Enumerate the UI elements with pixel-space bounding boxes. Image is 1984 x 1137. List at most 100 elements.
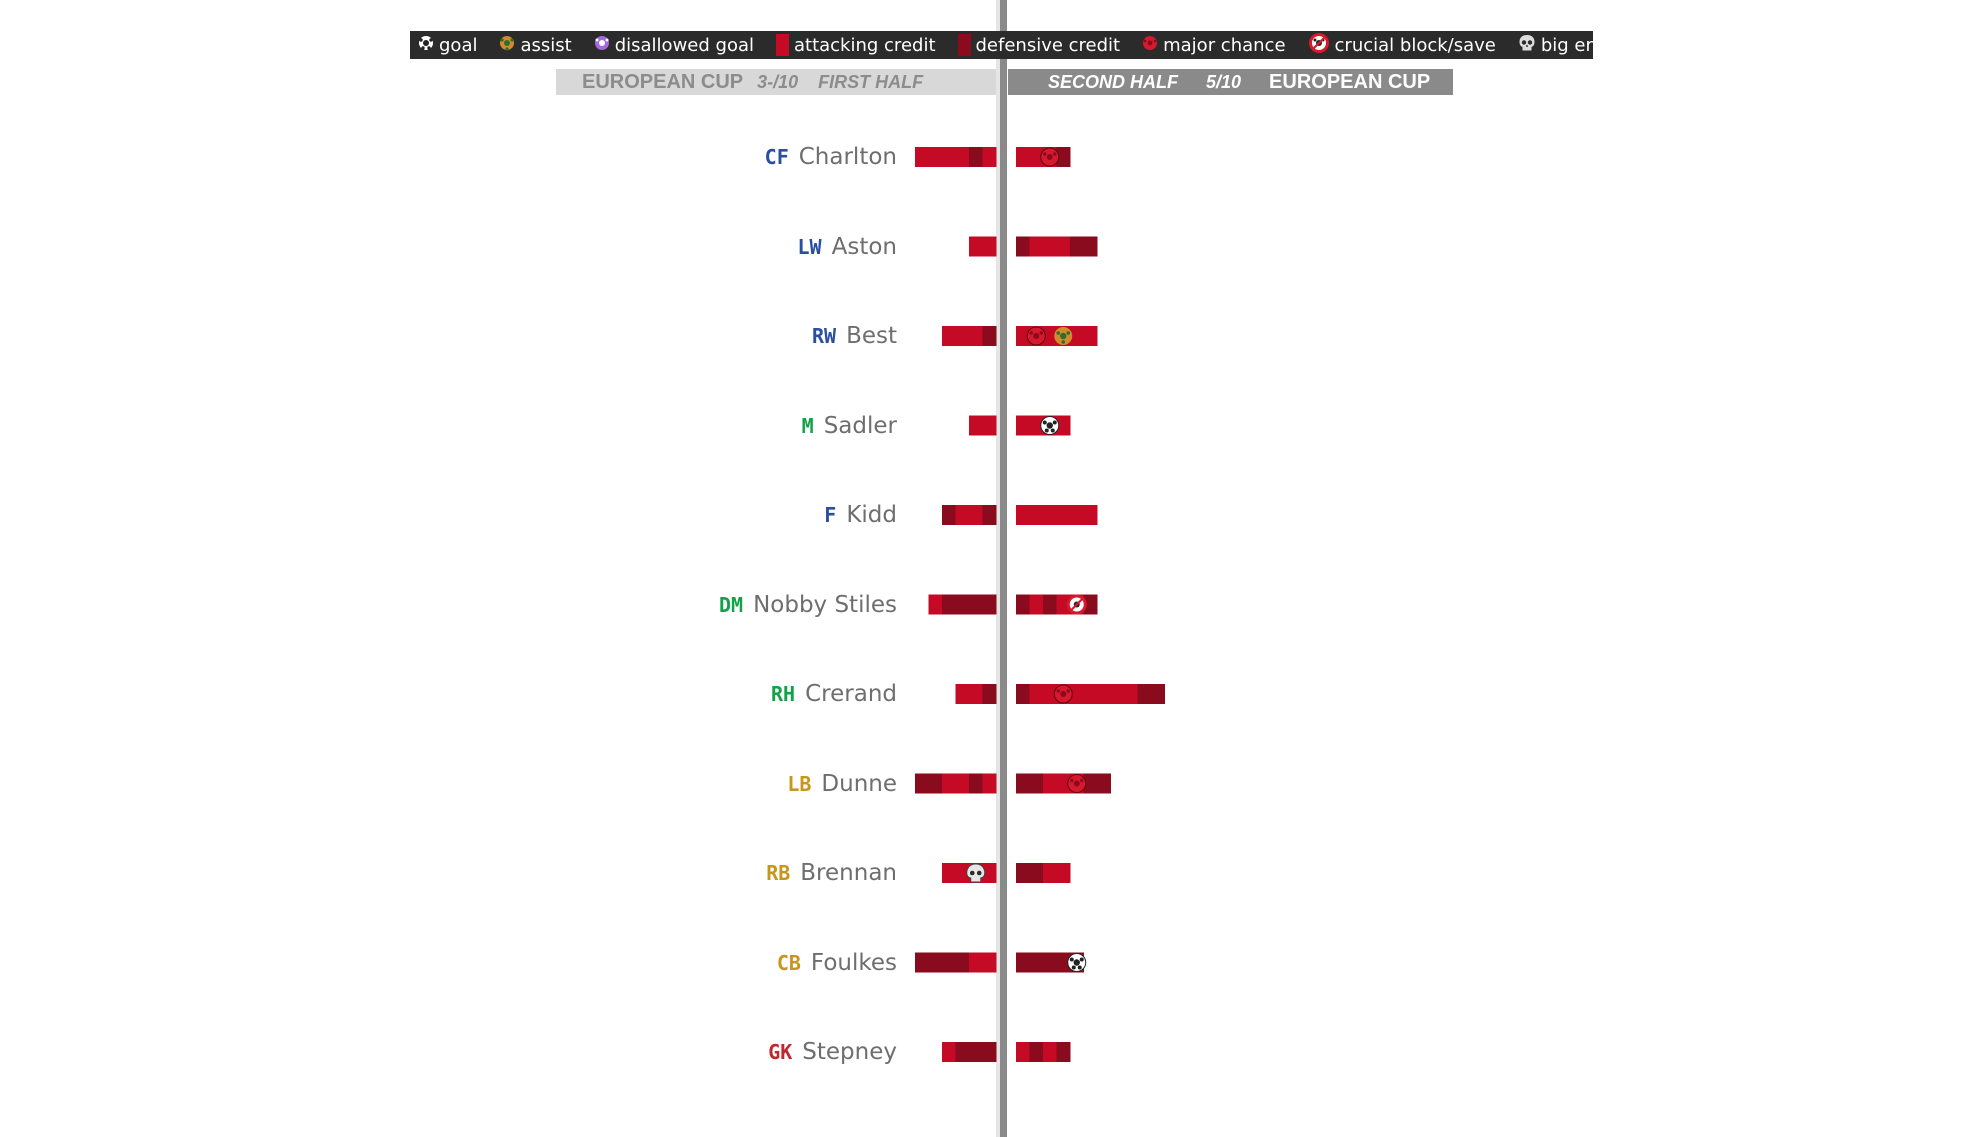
defensive-credit-segment xyxy=(1043,952,1057,973)
second-half-title: SECOND HALF xyxy=(1048,71,1178,92)
player-position: LW xyxy=(797,234,822,259)
first-half-bar-4 xyxy=(942,505,997,525)
player-position: CF xyxy=(764,145,789,169)
attacking-credit-segment xyxy=(1043,773,1057,794)
defensive-credit-segment xyxy=(1016,684,1030,704)
second-half-bar-9 xyxy=(1016,952,1087,973)
legend-goal-label: goal xyxy=(439,34,478,56)
player-label: RW Best xyxy=(812,321,897,351)
attacking-credit-segment xyxy=(1056,773,1071,794)
player-name: Best xyxy=(846,323,897,349)
legend-crucial-block-save: crucial block/save xyxy=(1308,32,1496,59)
defensive-credit-segment xyxy=(1056,147,1071,167)
player-label: CB Foulkes xyxy=(777,948,897,978)
disallowed-goal-icon xyxy=(594,35,610,56)
legend-major-chance: major chance xyxy=(1142,35,1286,56)
player-position: RB xyxy=(766,861,791,885)
attacking-credit-segment xyxy=(1056,594,1071,615)
defensive-credit-swatch xyxy=(957,34,971,56)
defensive-credit-segment xyxy=(942,952,956,973)
second-half-bar-8 xyxy=(1016,863,1071,883)
player-position: LB xyxy=(787,771,812,796)
assist-icon xyxy=(499,35,515,56)
big-error-icon xyxy=(966,863,986,883)
first-half-bar-5 xyxy=(928,594,997,615)
attacking-credit-segment xyxy=(955,505,970,525)
second-half-bar-0 xyxy=(1016,147,1071,167)
player-name: Dunne xyxy=(821,770,897,797)
defensive-credit-segment xyxy=(928,773,943,794)
legend: goal assist disallowed goal attacking cr… xyxy=(410,31,1618,59)
player-position: DM xyxy=(718,592,744,617)
defensive-credit-segment xyxy=(969,773,983,794)
attacking-credit-segment xyxy=(1016,415,1030,436)
player-label: RH Crerand xyxy=(771,679,897,709)
attacking-credit-segment xyxy=(1043,684,1057,704)
defensive-credit-segment xyxy=(1016,773,1030,794)
second-half-bar-3 xyxy=(1016,415,1071,436)
defensive-credit-segment xyxy=(1029,863,1044,883)
attacking-credit-segment xyxy=(982,952,997,973)
attacking-credit-segment xyxy=(1043,1042,1057,1062)
legend-big-error-label: big error xyxy=(1540,34,1619,56)
defensive-credit-segment xyxy=(969,147,983,167)
attacking-credit-segment xyxy=(1056,863,1071,883)
attacking-credit-segment xyxy=(1043,326,1057,346)
second-half-bar-7 xyxy=(1016,773,1111,794)
defensive-credit-segment xyxy=(969,594,983,615)
first-half-bar-2 xyxy=(942,326,997,346)
first-half-rating: 3-/10 xyxy=(757,71,799,92)
first-half-bar-9 xyxy=(915,952,997,973)
defensive-credit-segment xyxy=(1056,952,1071,973)
attacking-credit-swatch xyxy=(775,34,789,56)
attacking-credit-segment xyxy=(969,236,983,257)
defensive-credit-segment xyxy=(1043,594,1057,615)
player-label: GK Stepney xyxy=(768,1037,897,1067)
player-position: RW xyxy=(811,324,837,348)
player-name: Crerand xyxy=(805,681,897,707)
player-label: RB Brennan xyxy=(766,858,897,888)
attacking-credit-segment xyxy=(928,594,943,615)
first-half-bar-0 xyxy=(915,147,997,167)
attacking-credit-segment xyxy=(1016,1042,1030,1062)
goal-icon xyxy=(1067,953,1087,972)
first-half-header: EUROPEAN CUP 3-/10 FIRST HALF xyxy=(556,69,996,95)
legend-attacking-credit: attacking credit xyxy=(775,34,936,56)
defensive-credit-segment xyxy=(982,684,997,704)
legend-defensive-credit: defensive credit xyxy=(957,34,1120,56)
legend-attacking-credit-label: attacking credit xyxy=(793,34,936,56)
major-chance-icon xyxy=(1067,774,1087,793)
first-half-competition: EUROPEAN CUP xyxy=(582,70,744,93)
defensive-credit-segment xyxy=(942,505,956,525)
attacking-credit-segment xyxy=(1016,505,1030,525)
player-name: Sadler xyxy=(823,412,897,439)
defensive-credit-segment xyxy=(915,773,929,794)
goal-icon xyxy=(418,35,434,56)
attacking-credit-segment xyxy=(1016,326,1030,346)
attacking-credit-segment xyxy=(955,326,970,346)
first-half-bar-10 xyxy=(942,1042,997,1062)
attacking-credit-segment xyxy=(982,863,997,883)
player-position: RH xyxy=(771,682,796,706)
attacking-credit-segment xyxy=(928,147,943,167)
crucial-block-save-icon xyxy=(1308,32,1330,59)
defensive-credit-segment xyxy=(1016,594,1030,615)
attacking-credit-segment xyxy=(1056,505,1071,525)
defensive-credit-segment xyxy=(1056,1042,1071,1062)
player-name: Kidd xyxy=(846,502,897,528)
player-label: DM Nobby Stiles xyxy=(719,590,897,620)
attacking-credit-segment xyxy=(1043,505,1057,525)
player-name: Brennan xyxy=(800,860,897,886)
defensive-credit-segment xyxy=(928,952,943,973)
player-position: M xyxy=(801,413,814,438)
player-label: LW Aston xyxy=(798,232,897,262)
legend-goal: goal xyxy=(418,35,477,56)
attacking-credit-segment xyxy=(969,684,983,704)
defensive-credit-segment xyxy=(955,1042,970,1062)
attacking-credit-segment xyxy=(1083,326,1098,346)
attacking-credit-segment xyxy=(1029,505,1044,525)
attacking-credit-segment xyxy=(1070,326,1084,346)
player-label: M Sadler xyxy=(802,411,897,441)
player-position: CB xyxy=(776,950,801,975)
